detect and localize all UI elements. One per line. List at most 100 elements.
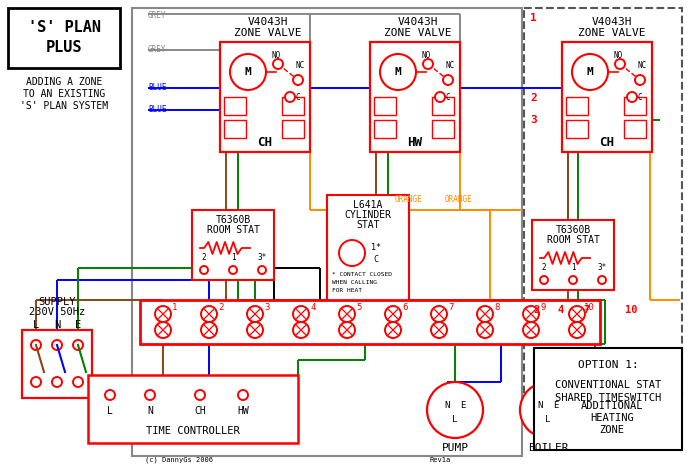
Circle shape: [380, 54, 416, 90]
Text: ROOM STAT: ROOM STAT: [546, 235, 600, 245]
Circle shape: [385, 306, 401, 322]
Text: 2: 2: [542, 263, 546, 272]
Text: CH: CH: [257, 136, 273, 148]
Circle shape: [52, 377, 62, 387]
Circle shape: [31, 340, 41, 350]
Text: C: C: [638, 93, 642, 102]
Text: * CONTACT CLOSED: * CONTACT CLOSED: [332, 272, 392, 278]
Text: 2: 2: [201, 254, 206, 263]
Bar: [624, 120, 646, 138]
Text: 1: 1: [571, 263, 575, 272]
Circle shape: [201, 322, 217, 338]
Bar: [524, 8, 682, 396]
Circle shape: [293, 322, 309, 338]
Bar: [282, 120, 304, 138]
Text: N: N: [147, 406, 153, 416]
Circle shape: [427, 382, 483, 438]
Text: ZONE VALVE: ZONE VALVE: [384, 28, 452, 38]
Text: T6360B: T6360B: [555, 225, 591, 235]
Text: L641A: L641A: [353, 200, 383, 210]
Text: ZONE: ZONE: [600, 425, 624, 435]
Circle shape: [238, 390, 248, 400]
Text: 3*: 3*: [598, 263, 607, 272]
Text: 1: 1: [230, 254, 235, 263]
Text: BLUE: BLUE: [148, 105, 166, 115]
Text: HEATING: HEATING: [590, 413, 634, 423]
Bar: [532, 220, 614, 290]
Bar: [374, 97, 396, 115]
Bar: [88, 375, 298, 443]
Text: 6: 6: [402, 304, 408, 313]
Bar: [432, 120, 454, 138]
Text: 2: 2: [533, 305, 540, 315]
Text: ORANGE: ORANGE: [395, 196, 423, 205]
Circle shape: [523, 306, 539, 322]
Text: GREY: GREY: [148, 10, 166, 20]
Bar: [140, 300, 600, 344]
Circle shape: [523, 322, 539, 338]
Circle shape: [31, 377, 41, 387]
Text: ZONE VALVE: ZONE VALVE: [234, 28, 302, 38]
Text: ADDING A ZONE: ADDING A ZONE: [26, 77, 102, 87]
Bar: [22, 330, 92, 398]
Circle shape: [431, 306, 447, 322]
Text: C: C: [373, 256, 379, 264]
Text: E: E: [460, 402, 466, 410]
Circle shape: [285, 92, 295, 102]
Circle shape: [230, 54, 266, 90]
Text: C: C: [296, 93, 300, 102]
Text: ROOM STAT: ROOM STAT: [206, 225, 259, 235]
Text: TIME CONTROLLER: TIME CONTROLLER: [146, 426, 240, 436]
Bar: [566, 120, 588, 138]
Text: L: L: [453, 415, 457, 424]
Text: 7: 7: [583, 305, 589, 315]
Text: 7: 7: [448, 304, 454, 313]
Text: V4043H: V4043H: [397, 17, 438, 27]
Text: 'S' PLAN SYSTEM: 'S' PLAN SYSTEM: [20, 101, 108, 111]
Text: N: N: [54, 320, 60, 330]
Text: E: E: [75, 320, 81, 330]
Text: NO: NO: [271, 51, 281, 60]
Circle shape: [247, 322, 263, 338]
Bar: [224, 120, 246, 138]
Bar: [132, 8, 522, 456]
Bar: [8, 8, 120, 68]
Text: SUPPLY: SUPPLY: [38, 297, 76, 307]
Circle shape: [572, 54, 608, 90]
Text: NC: NC: [638, 61, 647, 71]
Circle shape: [52, 340, 62, 350]
Circle shape: [105, 390, 115, 400]
Text: 5: 5: [356, 304, 362, 313]
Text: 230V 50Hz: 230V 50Hz: [29, 307, 85, 317]
Bar: [370, 42, 460, 152]
Circle shape: [155, 322, 171, 338]
Text: TO AN EXISTING: TO AN EXISTING: [23, 89, 105, 99]
Text: 3: 3: [530, 115, 537, 125]
Text: V4043H: V4043H: [248, 17, 288, 27]
Text: 2: 2: [218, 304, 224, 313]
Circle shape: [293, 306, 309, 322]
Text: T6360B: T6360B: [215, 215, 250, 225]
Text: BOILER: BOILER: [528, 443, 569, 453]
Text: 4: 4: [310, 304, 316, 313]
Circle shape: [443, 75, 453, 85]
Text: 8: 8: [494, 304, 500, 313]
Text: E: E: [553, 402, 559, 410]
Bar: [224, 97, 246, 115]
Circle shape: [293, 75, 303, 85]
Text: L: L: [107, 406, 113, 416]
Circle shape: [598, 276, 606, 284]
Text: GREY: GREY: [148, 45, 166, 54]
Text: Rev1a: Rev1a: [430, 457, 451, 463]
Text: 'S' PLAN: 'S' PLAN: [28, 21, 101, 36]
Text: L: L: [545, 415, 551, 424]
Text: 3*: 3*: [257, 254, 266, 263]
Text: PLUS: PLUS: [46, 41, 82, 56]
Text: STAT: STAT: [356, 220, 380, 230]
Text: NC: NC: [445, 61, 455, 71]
Circle shape: [73, 377, 83, 387]
Circle shape: [145, 390, 155, 400]
Text: FOR HEAT: FOR HEAT: [332, 288, 362, 293]
Circle shape: [385, 322, 401, 338]
Text: HW: HW: [237, 406, 249, 416]
